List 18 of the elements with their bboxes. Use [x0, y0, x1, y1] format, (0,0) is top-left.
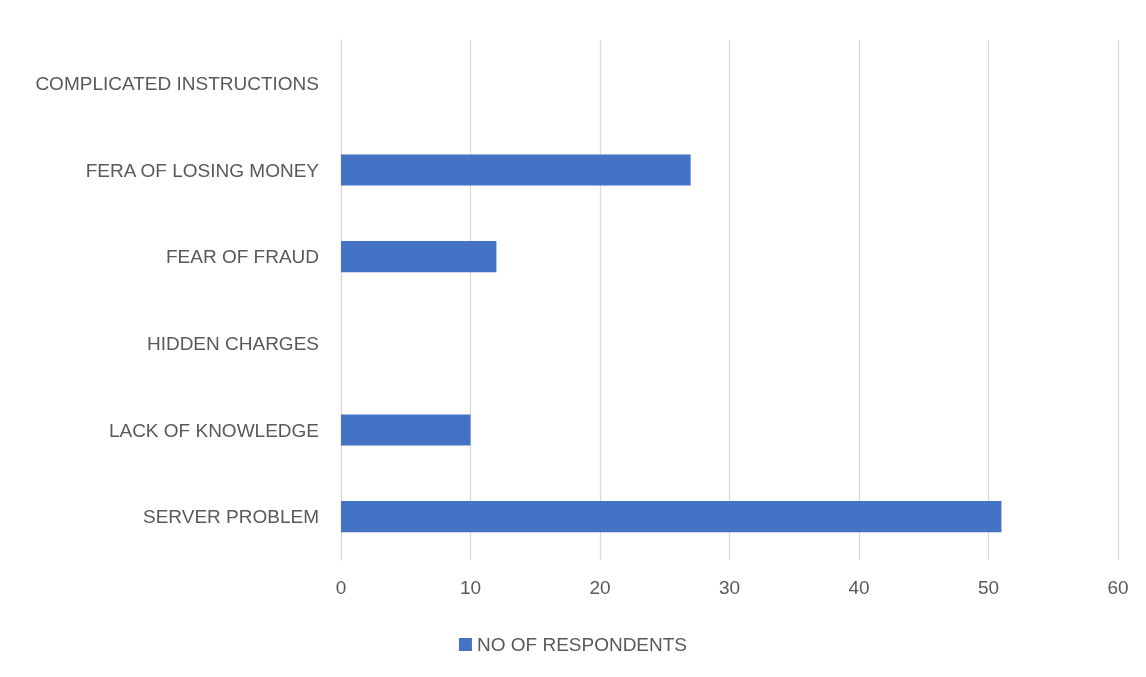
bar — [341, 414, 471, 446]
y-tick-label: LACK OF KNOWLEDGE — [108, 419, 319, 441]
x-tick-label: 50 — [977, 577, 1000, 598]
y-tick-label: HIDDEN CHARGES — [146, 332, 319, 354]
x-tick-label: 30 — [718, 577, 741, 598]
bar — [341, 501, 1002, 533]
bar — [341, 154, 691, 186]
y-tick-label: FEAR OF FRAUD — [165, 246, 319, 268]
bar — [341, 241, 497, 273]
y-tick-label: FERA OF LOSING MONEY — [85, 159, 320, 181]
x-tick-label: 40 — [848, 577, 870, 598]
legend-label: NO OF RESPONDENTS — [476, 634, 688, 655]
x-tick-label: 60 — [1107, 577, 1129, 598]
y-tick-label: SERVER PROBLEM — [143, 506, 319, 528]
y-tick-label: COMPLICATED INSTRUCTIONS — [35, 72, 319, 94]
x-tick-label: 20 — [589, 577, 611, 598]
x-tick-label: 10 — [459, 577, 482, 598]
x-tick-label: 0 — [335, 577, 347, 598]
